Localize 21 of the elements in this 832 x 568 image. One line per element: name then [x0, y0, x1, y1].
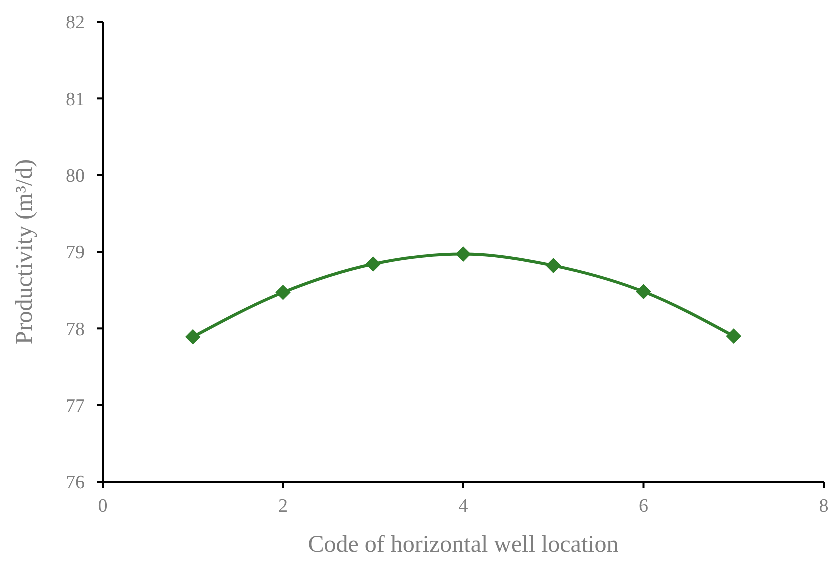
point: [546, 258, 562, 274]
y-axis-title: Productivity (m³/d): [12, 159, 38, 345]
y-tick-label: 76: [66, 472, 85, 494]
point: [185, 329, 201, 345]
x-tick-label: 0: [98, 496, 108, 517]
y-tick-label: 82: [66, 12, 85, 34]
y-tick-label: 79: [66, 242, 85, 264]
x-tick-label: 4: [458, 496, 469, 517]
point: [636, 284, 652, 300]
point: [276, 284, 291, 300]
y-tick-label: 77: [66, 396, 85, 417]
y-tick-label: 81: [66, 89, 85, 110]
x-tick-label: 8: [819, 496, 829, 517]
x-tick-label: 2: [278, 496, 288, 517]
point: [726, 328, 742, 344]
point: [456, 246, 472, 262]
point: [366, 256, 382, 272]
y-tick-label: 80: [66, 166, 85, 187]
x-tick-label: 6: [639, 496, 648, 517]
y-tick-label: 78: [66, 319, 85, 340]
x-axis-title: Code of horizontal well location: [308, 532, 619, 558]
